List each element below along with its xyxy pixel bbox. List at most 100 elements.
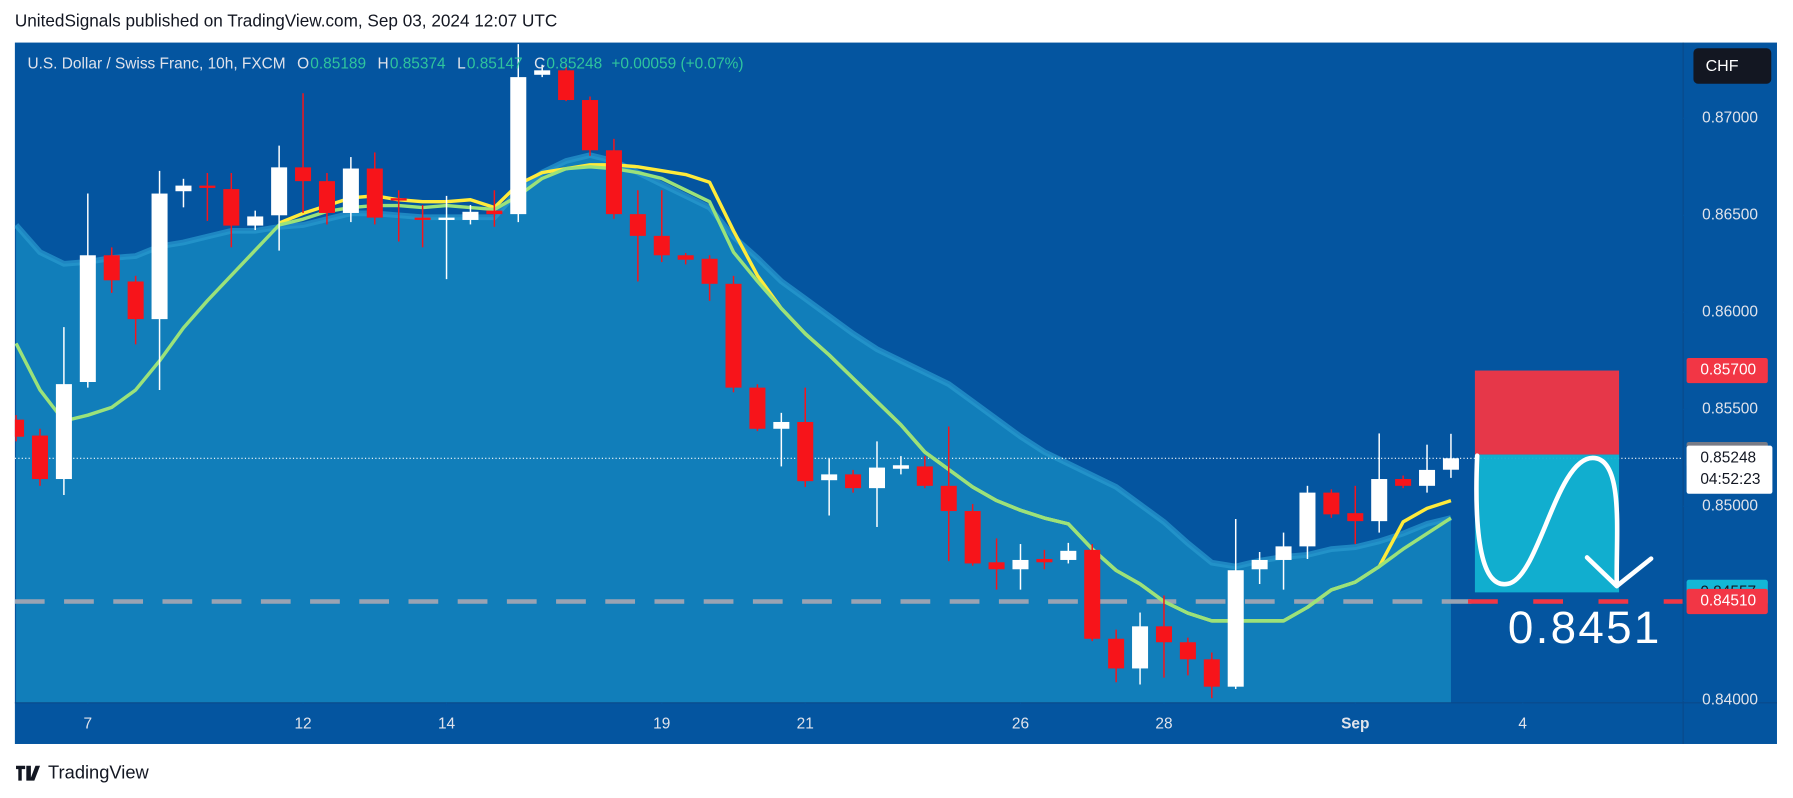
y-tick-label: 0.85000 <box>1702 497 1758 514</box>
x-tick-label: 21 <box>797 716 814 733</box>
x-tick-label: 28 <box>1155 716 1172 733</box>
candle-body <box>964 511 981 564</box>
candle-body <box>462 211 479 220</box>
x-tick-label: 14 <box>438 716 456 733</box>
logo <box>16 765 41 781</box>
plot <box>14 44 1684 703</box>
candle-body <box>1012 559 1029 570</box>
legend-key: O <box>297 55 309 72</box>
candle-body <box>127 281 144 320</box>
legend-key: C <box>534 55 545 72</box>
legend-value: 0.85374 <box>390 55 446 72</box>
x-tick-label: 7 <box>84 716 93 733</box>
candle-body <box>1203 659 1220 687</box>
candle-body <box>677 255 694 260</box>
candle-body <box>342 168 359 213</box>
candle-body <box>55 384 72 480</box>
legend-key: L <box>457 55 466 72</box>
candle-body <box>1036 558 1053 563</box>
candle-body <box>318 181 335 213</box>
candle-body <box>1275 546 1292 560</box>
candle-body <box>725 283 742 388</box>
x-tick-label: 4 <box>1518 716 1527 733</box>
stop-zone <box>1474 370 1620 455</box>
candle-body <box>892 465 909 469</box>
candle-body <box>653 235 670 256</box>
candle-body <box>247 216 264 226</box>
price-label-box <box>1686 445 1773 494</box>
candle-body <box>295 167 312 182</box>
candle-body <box>916 466 933 486</box>
candle-body <box>868 467 886 489</box>
candle-body <box>582 100 599 151</box>
candle-body <box>1347 513 1364 522</box>
price-countdown: 04:52:23 <box>1700 471 1760 488</box>
candle-body <box>414 217 431 220</box>
price-label: 0.85700 <box>1700 362 1756 379</box>
candle-body <box>199 185 216 188</box>
price-label-box <box>1686 357 1768 384</box>
candle-body <box>1084 549 1101 639</box>
candle-body <box>701 258 718 284</box>
x-tick-label: 26 <box>1012 716 1029 733</box>
footer-brand: TradingView <box>48 762 149 783</box>
plot-layer <box>14 44 1684 703</box>
candle-body <box>821 474 838 481</box>
candle-body <box>1371 479 1388 522</box>
y-tick-label: 0.86000 <box>1702 303 1758 320</box>
candle-body <box>629 214 646 236</box>
candle-body <box>558 70 575 101</box>
candle-body <box>31 435 48 480</box>
y-tick-label: 0.85500 <box>1702 400 1758 417</box>
candle-body <box>1395 479 1412 486</box>
symbol-legend: U.S. Dollar / Swiss Franc, 10h, FXCM O0.8… <box>27 55 743 72</box>
candle-body <box>1155 626 1172 643</box>
legend-value: 0.85189 <box>310 55 366 72</box>
publish-header: UnitedSignals published on TradingView.c… <box>15 11 557 31</box>
candle-body <box>1442 458 1459 470</box>
candle-body <box>510 77 527 215</box>
x-tick-label: 19 <box>653 716 670 733</box>
candle-body <box>103 255 120 281</box>
y-tick-label: 0.87000 <box>1702 109 1758 126</box>
price-label: 0.85248 <box>1700 449 1756 466</box>
candle-body <box>14 419 25 437</box>
candle-body <box>605 150 622 215</box>
candle-body <box>845 474 862 489</box>
candle-body <box>797 421 814 482</box>
legend-change: +0.00059 (+0.07%) <box>611 55 743 72</box>
candle-body <box>366 168 383 218</box>
candle-body <box>79 255 96 382</box>
candle-body <box>988 562 1005 570</box>
candle-body <box>749 387 766 429</box>
currency-label[interactable]: CHF <box>1706 58 1739 75</box>
candle-body <box>1251 559 1268 570</box>
candle-body <box>534 70 551 75</box>
candle-body <box>1132 626 1149 669</box>
legend-value: 0.85248 <box>546 55 602 72</box>
candle-body <box>438 217 455 220</box>
candle-body <box>486 210 503 215</box>
legend-value: 0.85147 <box>467 55 523 72</box>
candle-body <box>1179 642 1196 660</box>
candle-body <box>1108 638 1125 669</box>
band-edge <box>14 152 1452 570</box>
candle-body <box>175 185 192 192</box>
candle-body <box>271 167 288 216</box>
currency-button[interactable] <box>1693 48 1772 84</box>
candle-body <box>773 421 790 429</box>
candle-body <box>1419 469 1436 486</box>
annotation: 0.8451 <box>1508 602 1662 653</box>
hand-drawn-arrow <box>1474 453 1654 589</box>
legend-key: H <box>378 55 389 72</box>
candle-body <box>1323 492 1340 515</box>
y-tick-label: 0.86500 <box>1702 206 1758 223</box>
x-tick-label: 12 <box>294 716 311 733</box>
candle-body <box>151 193 168 320</box>
price-label: 0.84510 <box>1700 593 1756 610</box>
moving-average <box>14 165 1452 623</box>
candle-body <box>940 485 957 512</box>
candle-body <box>390 198 407 201</box>
x-tick-label: Sep <box>1341 716 1369 733</box>
